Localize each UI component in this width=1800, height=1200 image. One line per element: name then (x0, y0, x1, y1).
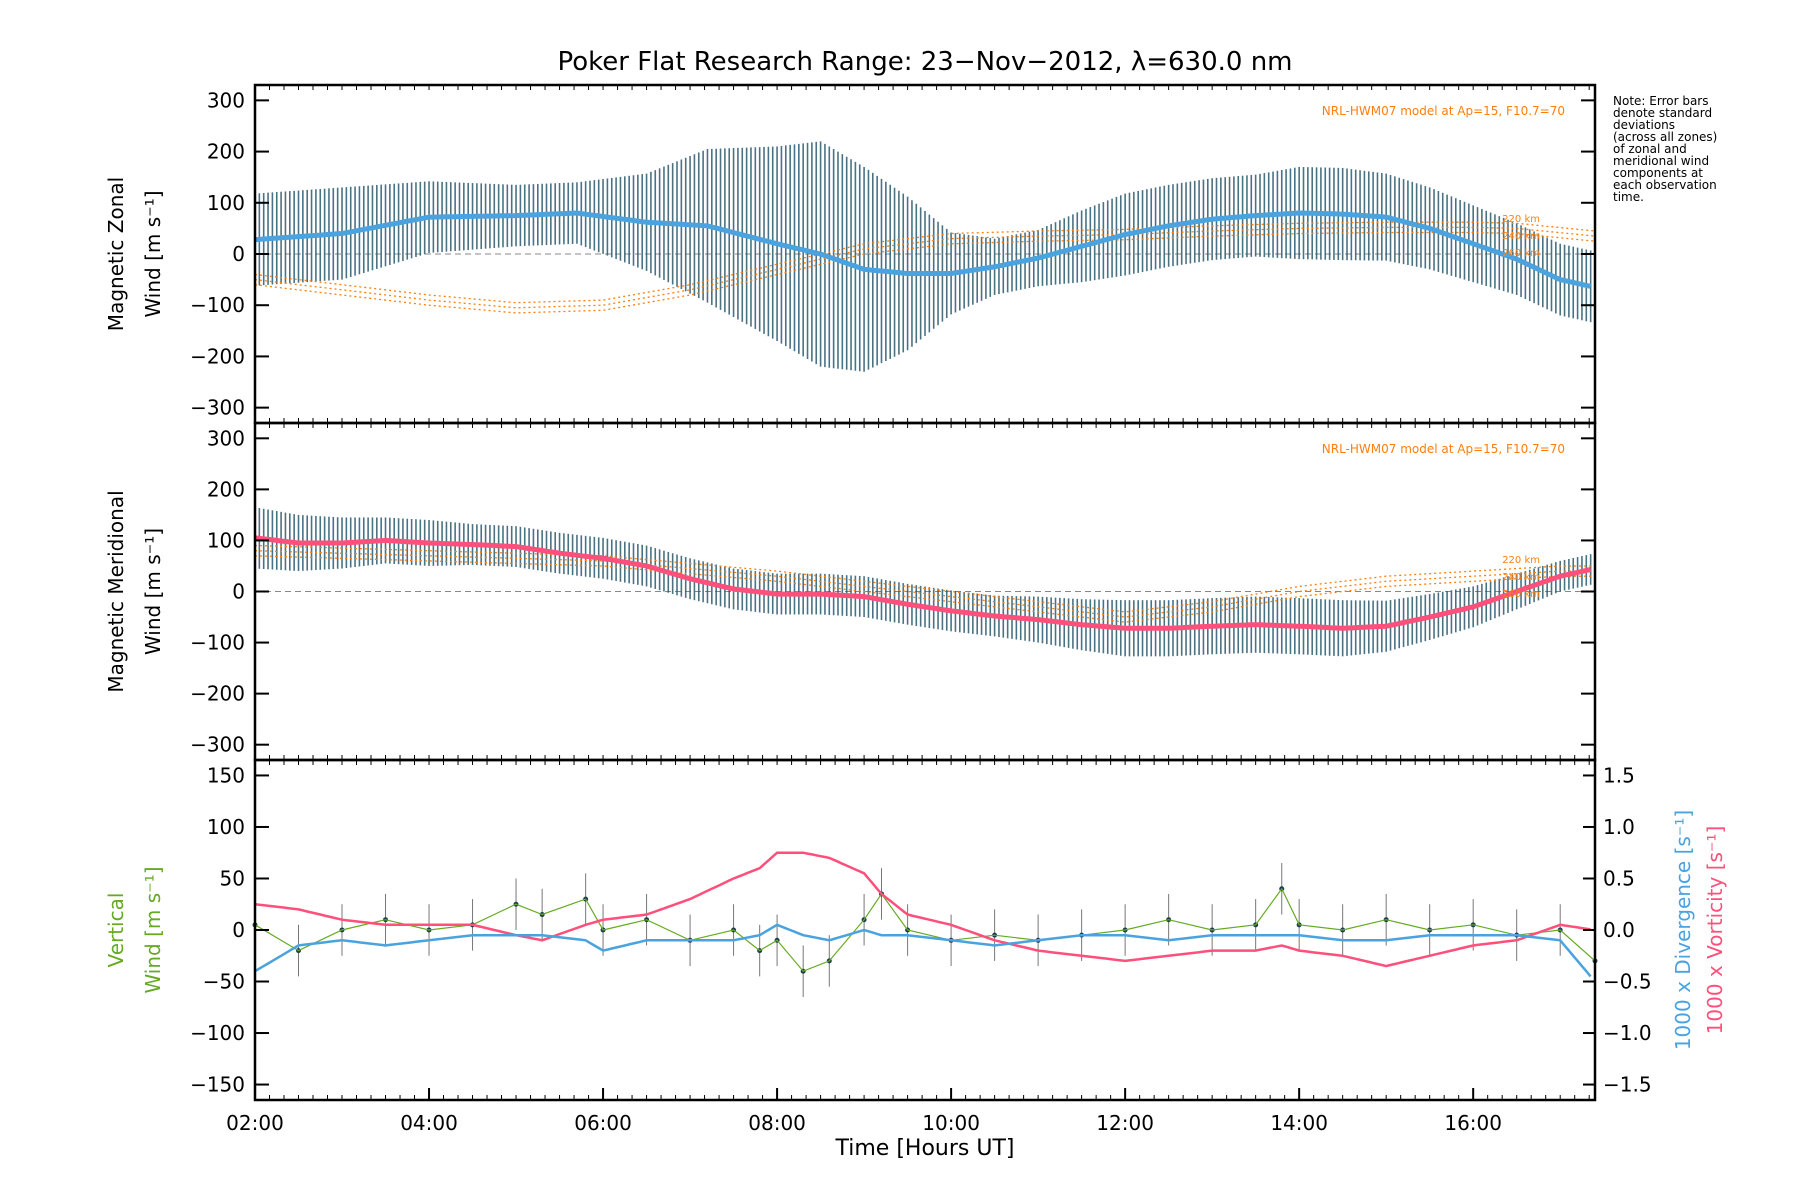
y-tick-label: 200 (207, 140, 245, 164)
y-tick-label: −300 (190, 733, 245, 757)
vertical-wind-points (252, 863, 1598, 997)
y2-tick-label: 1.0 (1603, 815, 1635, 839)
x-tick-label: 08:00 (748, 1111, 806, 1135)
x-axis-label: Time [Hours UT] (835, 1136, 1015, 1161)
y-tick-label: −50 (203, 970, 245, 994)
y2-axis-label-vorticity: 1000 x Vorticity [s⁻¹] (1703, 826, 1727, 1035)
y-tick-label: 0 (232, 918, 245, 942)
model-label: NRL-HWM07 model at Ap=15, F10.7=70 (1322, 442, 1565, 456)
altitude-label: 260 km (1502, 248, 1540, 259)
altitude-label: 240 km (1502, 231, 1540, 242)
y2-axis-label-divergence: 1000 x Divergence [s⁻¹] (1671, 810, 1695, 1050)
y-tick-label: −300 (190, 396, 245, 420)
y-tick-label: −200 (190, 344, 245, 368)
x-tick-label: 06:00 (574, 1111, 632, 1135)
divergence-line (254, 923, 1592, 978)
x-tick-label: 10:00 (922, 1111, 980, 1135)
y-axis-label-line1: Magnetic Meridional (104, 490, 128, 692)
panels: NRL-HWM07 model at Ap=15, F10.7=70 220 km… (104, 83, 1727, 1161)
mean-wind-line (254, 210, 1592, 289)
y-tick-label: 100 (207, 528, 245, 552)
x-tick-label: 16:00 (1444, 1111, 1502, 1135)
y-tick-label: 300 (207, 426, 245, 450)
y-axis-label-line1: Magnetic Zonal (104, 177, 128, 331)
y-tick-label: −150 (190, 1073, 245, 1097)
y-tick-label: 0 (232, 242, 245, 266)
chart-title: Poker Flat Research Range: 23−Nov−2012, … (557, 47, 1292, 77)
y-tick-label: 100 (207, 815, 245, 839)
y-axis-label-line2: Wind [m s⁻¹] (141, 866, 165, 993)
y2-tick-label: −1.5 (1603, 1073, 1652, 1097)
y2-tick-label: −1.0 (1603, 1021, 1652, 1045)
y2-tick-label: 1.5 (1603, 763, 1635, 787)
y-tick-label: −100 (190, 1021, 245, 1045)
error-bars (254, 141, 1592, 372)
x-tick-label: 14:00 (1270, 1111, 1328, 1135)
altitude-label: 220 km (1502, 555, 1540, 566)
panel-meridional: NRL-HWM07 model at Ap=15, F10.7=70 220 km… (104, 421, 1597, 762)
y-axis-label-line2: Wind [m s⁻¹] (141, 528, 165, 655)
y-tick-label: 200 (207, 477, 245, 501)
panel-frame (253, 758, 1597, 1102)
altitude-label: 260 km (1502, 589, 1540, 600)
panel-vertical: 1.5 1.0 0.5 0.0 −0.5 −1.0 −1.5 1000 x Divergenc… (104, 758, 1727, 1161)
x-tick-label: 02:00 (226, 1111, 284, 1135)
y-tick-label: 50 (220, 866, 245, 890)
y-tick-label: 300 (207, 88, 245, 112)
x-tick-label: 04:00 (400, 1111, 458, 1135)
y-tick-label: 150 (207, 763, 245, 787)
y-tick-label: −100 (190, 293, 245, 317)
mean-wind-line (254, 535, 1592, 631)
y2-tick-label: −0.5 (1603, 970, 1652, 994)
altitude-label: 220 km (1502, 214, 1540, 225)
altitude-label: 240 km (1502, 572, 1540, 583)
y-tick-label: 100 (207, 191, 245, 215)
y-tick-label: 0 (232, 580, 245, 604)
vertical-wind-line (254, 887, 1596, 972)
y2-tick-label: 0.5 (1603, 866, 1635, 890)
panel-zonal: NRL-HWM07 model at Ap=15, F10.7=70 220 km… (104, 83, 1597, 425)
error-bar-note: Note: Error bars denote standard deviati… (1613, 94, 1718, 204)
y-tick-label: −200 (190, 682, 245, 706)
model-label: NRL-HWM07 model at Ap=15, F10.7=70 (1322, 104, 1565, 118)
y2-tick-label: 0.0 (1603, 918, 1635, 942)
y-tick-label: −100 (190, 631, 245, 655)
y-axis-label-line2: Wind [m s⁻¹] (141, 190, 165, 317)
error-bars (254, 507, 1592, 657)
x-tick-label: 12:00 (1096, 1111, 1154, 1135)
vorticity-line (254, 851, 1591, 968)
y-axis-label-line1: Vertical (104, 893, 128, 968)
